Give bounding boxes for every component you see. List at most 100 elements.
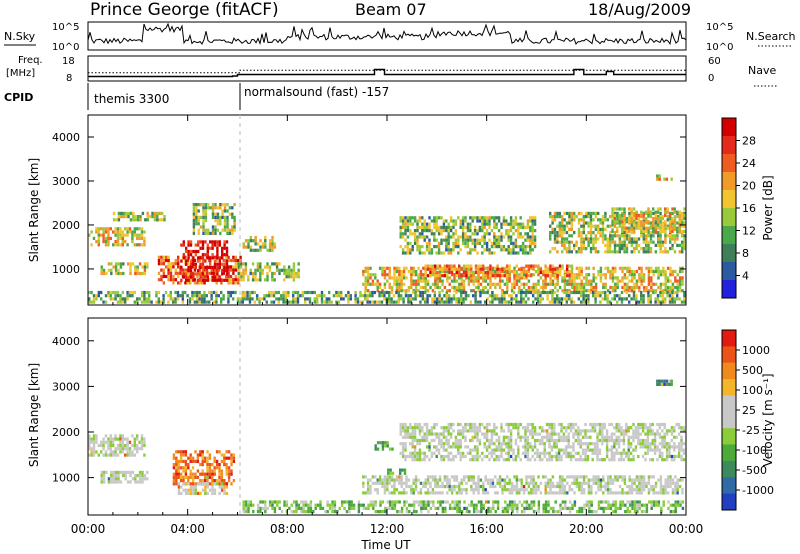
echo-cell [549, 264, 552, 268]
echo-cell [302, 503, 305, 507]
echo-cell [388, 300, 391, 304]
echo-cell [556, 266, 559, 270]
echo-cell [104, 440, 108, 444]
echo-cell [626, 269, 629, 274]
echo-cell [683, 247, 686, 251]
echo-cell [216, 246, 219, 250]
echo-cell [436, 276, 439, 280]
echo-cell [435, 435, 438, 439]
echo-cell [165, 255, 168, 259]
echo-cell [580, 266, 583, 270]
echo-cell [175, 479, 178, 483]
echo-cell [92, 437, 96, 441]
echo-cell [189, 456, 192, 460]
echo-cell [251, 275, 255, 279]
echo-cell [157, 290, 160, 295]
echo-cell [607, 506, 610, 510]
echo-cell [411, 442, 414, 446]
echo-cell [205, 300, 208, 304]
echo-cell [441, 274, 444, 278]
echo-cell [300, 500, 303, 504]
echo-cell [411, 222, 414, 226]
echo-cell [497, 216, 501, 220]
echo-cell [496, 503, 500, 507]
echo-cell [571, 503, 574, 507]
echo-cell [482, 506, 485, 510]
echo-cell [109, 236, 112, 240]
echo-cell [133, 300, 136, 304]
echo-cell [199, 203, 203, 207]
echo-cell [668, 213, 672, 217]
echo-cell [410, 279, 413, 283]
echo-cell [565, 250, 569, 254]
echo-cell [454, 445, 458, 449]
echo-cell [102, 230, 105, 234]
echo-cell [537, 273, 540, 277]
echo-cell [443, 484, 447, 489]
echo-cell [669, 503, 673, 507]
echo-cell [226, 231, 229, 235]
echo-cell [437, 435, 441, 439]
echo-cell [458, 484, 461, 489]
echo-cell [401, 248, 405, 252]
echo-cell [628, 273, 631, 277]
echo-cell [390, 478, 394, 482]
echo-cell [613, 213, 616, 217]
echo-cell [422, 506, 425, 510]
echo-cell [295, 503, 298, 507]
echo-cell [597, 506, 601, 510]
echo-cell [542, 475, 545, 479]
echo-cell [348, 506, 351, 510]
echo-cell [520, 478, 523, 482]
echo-cell [533, 241, 537, 245]
echo-cell [192, 485, 195, 489]
echo-cell [95, 450, 98, 454]
echo-cell [440, 458, 443, 462]
echo-cell [434, 491, 437, 495]
echo-cell [669, 289, 672, 293]
echo-cell [237, 275, 240, 279]
echo-cell [124, 297, 127, 301]
echo-cell [216, 262, 219, 266]
echo-cell [405, 506, 409, 510]
echo-cell [638, 491, 641, 495]
echo-cell [556, 231, 559, 235]
echo-cell [129, 271, 132, 276]
echo-cell [681, 266, 684, 270]
echo-cell [589, 240, 593, 244]
echo-cell [213, 479, 216, 483]
echo-cell [676, 491, 679, 495]
echo-cell [213, 243, 217, 247]
echo-cell [556, 510, 560, 514]
echo-cell [188, 300, 192, 304]
echo-cell [578, 506, 581, 510]
echo-cell [635, 240, 638, 244]
echo-cell [524, 294, 528, 298]
echo-cell [100, 477, 103, 481]
echo-cell [119, 450, 122, 454]
echo-cell [189, 469, 192, 473]
echo-cell [443, 285, 447, 290]
echo-cell [647, 276, 651, 280]
echo-cell [124, 227, 127, 231]
echo-cell [437, 229, 441, 233]
echo-cell [484, 478, 487, 482]
echo-cell [259, 262, 262, 266]
echo-cell [566, 506, 569, 510]
echo-cell [537, 506, 541, 510]
echo-cell [201, 450, 204, 454]
echo-cell [642, 227, 645, 231]
echo-cell [580, 481, 583, 485]
echo-cell [476, 229, 479, 233]
echo-cell [364, 289, 367, 293]
echo-cell [393, 269, 396, 274]
echo-cell [652, 290, 655, 295]
echo-cell [175, 463, 178, 467]
echo-cell [369, 488, 372, 492]
echo-cell [683, 297, 686, 301]
echo-cell [404, 445, 407, 449]
echo-cell [533, 238, 537, 242]
echo-cell [191, 472, 195, 476]
beam-title: Beam 07 [355, 0, 427, 19]
echo-cell [576, 510, 579, 514]
